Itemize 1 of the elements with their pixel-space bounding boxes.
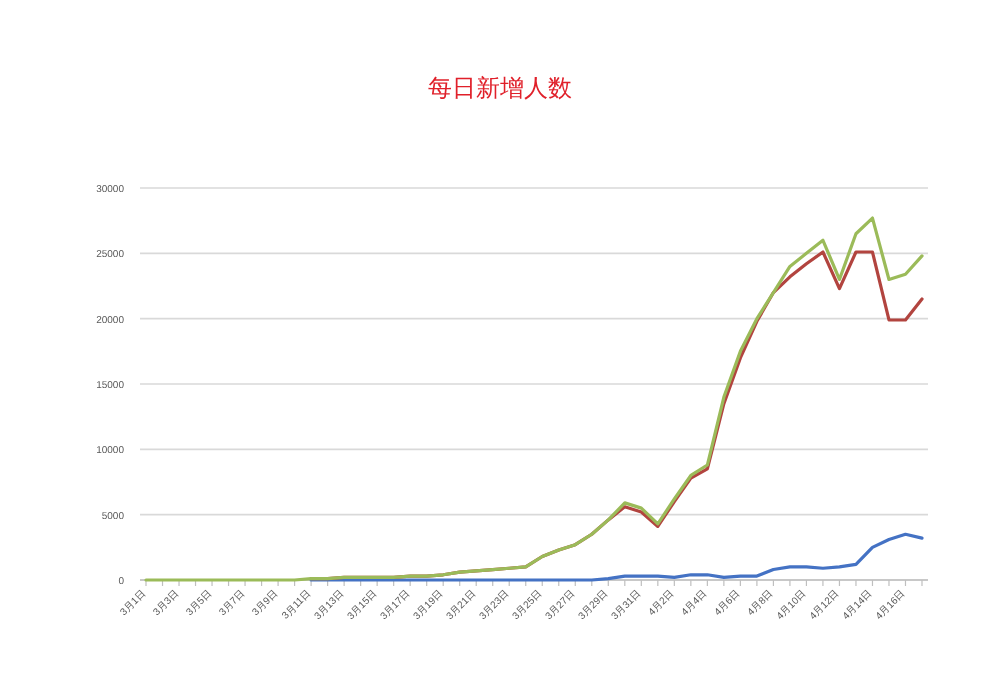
chart-title: 每日新增人数 [428,74,572,102]
